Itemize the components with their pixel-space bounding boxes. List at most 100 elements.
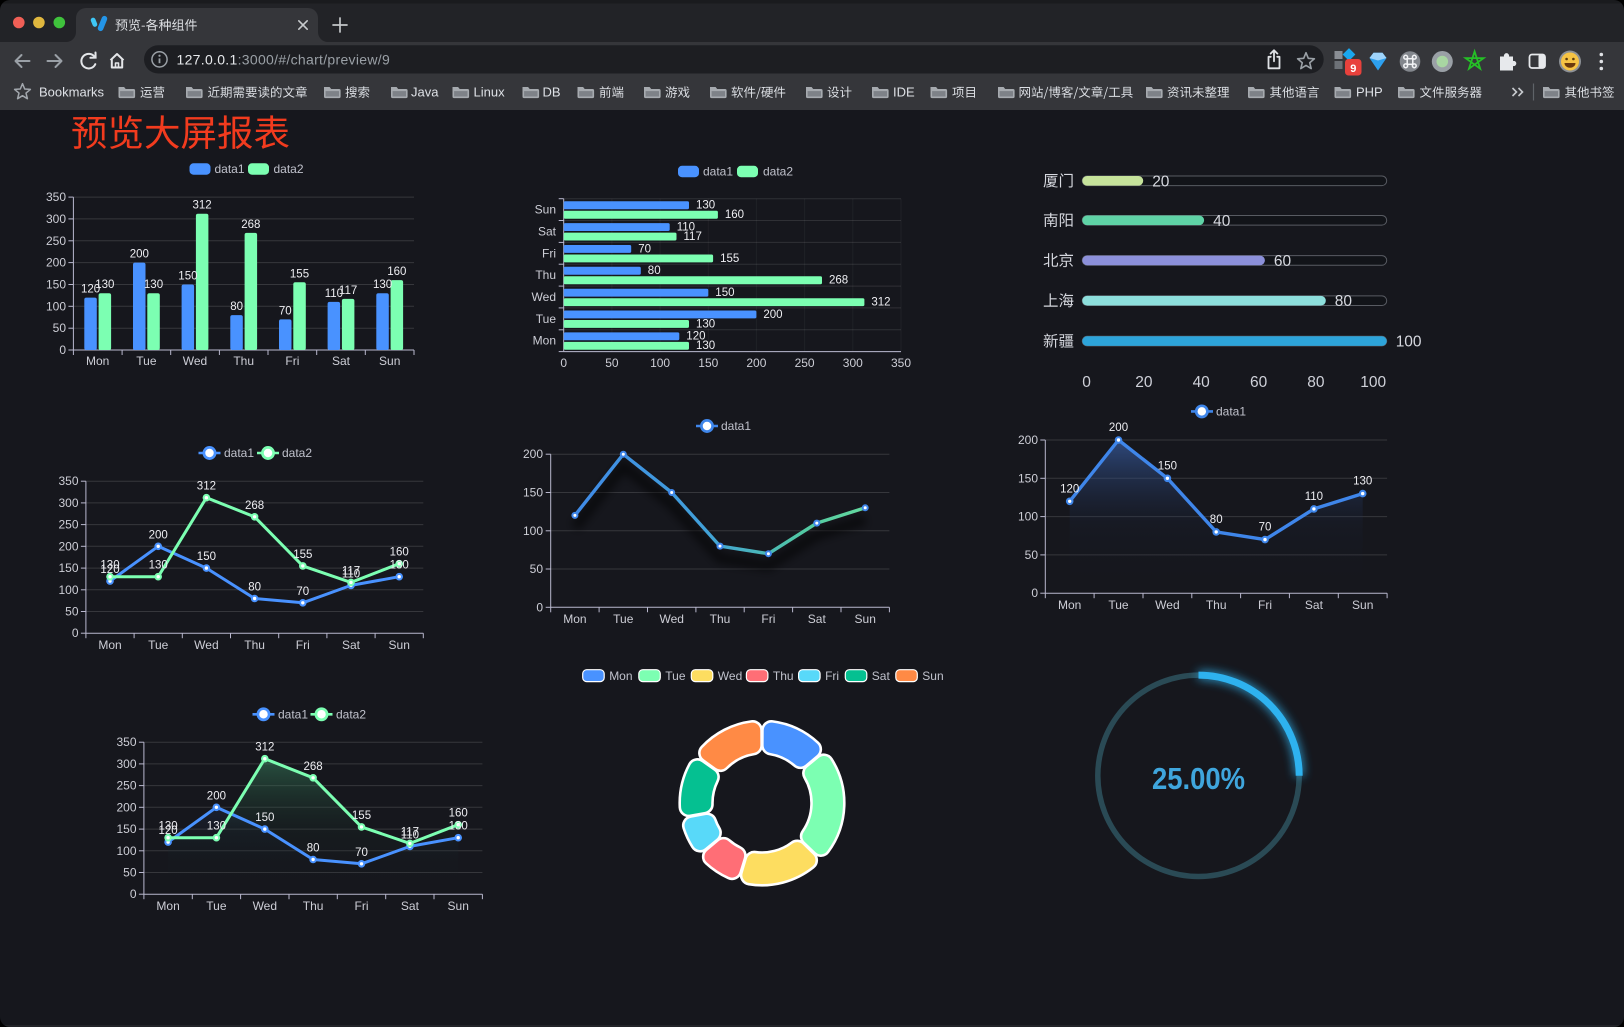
svg-text:Wed: Wed (183, 354, 207, 368)
svg-text:160: 160 (449, 808, 468, 820)
svg-text:0: 0 (130, 887, 137, 901)
svg-text:100: 100 (46, 299, 66, 313)
svg-text:155: 155 (352, 810, 371, 822)
svg-text:300: 300 (843, 356, 863, 370)
svg-text:312: 312 (871, 297, 890, 309)
svg-text:250: 250 (116, 779, 136, 793)
svg-text:150: 150 (715, 287, 734, 299)
svg-text:312: 312 (197, 481, 216, 493)
svg-text:80: 80 (1335, 293, 1353, 310)
svg-text:155: 155 (290, 268, 309, 280)
svg-text:Sun: Sun (379, 354, 400, 368)
svg-text:150: 150 (1158, 460, 1177, 472)
svg-text:120: 120 (81, 284, 100, 296)
svg-text:160: 160 (725, 209, 744, 221)
svg-text:200: 200 (763, 309, 782, 321)
svg-text:data1: data1 (278, 708, 308, 722)
svg-text:data2: data2 (274, 162, 304, 176)
svg-text:0: 0 (72, 626, 79, 640)
svg-text:200: 200 (130, 249, 149, 261)
svg-text:150: 150 (197, 551, 216, 563)
svg-text:350: 350 (891, 356, 911, 370)
svg-text:100: 100 (116, 844, 136, 858)
svg-text:Thu: Thu (1206, 598, 1227, 612)
svg-text:Tue: Tue (136, 354, 157, 368)
svg-text:160: 160 (390, 547, 409, 559)
svg-text:Mon: Mon (563, 612, 586, 626)
svg-text:Bookmarks: Bookmarks (39, 85, 105, 100)
svg-text:130: 130 (149, 560, 168, 572)
svg-text:data1: data1 (224, 446, 254, 460)
svg-text:130: 130 (100, 560, 119, 572)
svg-text:Fri: Fri (296, 638, 310, 652)
svg-text:60: 60 (1274, 253, 1292, 270)
svg-text:Fri: Fri (825, 669, 839, 683)
svg-text:130: 130 (95, 279, 114, 291)
svg-text:Fri: Fri (1258, 598, 1272, 612)
svg-text:117: 117 (401, 826, 419, 838)
svg-text:Mon: Mon (533, 334, 556, 348)
svg-text:80: 80 (248, 582, 261, 594)
svg-text:200: 200 (207, 790, 226, 802)
svg-text:80: 80 (230, 301, 243, 313)
svg-text:250: 250 (46, 234, 66, 248)
svg-text:0: 0 (560, 356, 567, 370)
svg-text:70: 70 (296, 586, 309, 598)
svg-text:70: 70 (355, 847, 368, 859)
svg-text:150: 150 (698, 356, 718, 370)
svg-text:50: 50 (1025, 548, 1039, 562)
svg-text:0: 0 (1082, 374, 1091, 391)
svg-text:110: 110 (401, 829, 419, 841)
svg-text:20: 20 (1135, 374, 1153, 391)
svg-text:130: 130 (159, 821, 178, 833)
svg-text:data2: data2 (336, 708, 366, 722)
svg-text:130: 130 (696, 318, 715, 330)
svg-text:117: 117 (339, 285, 357, 297)
svg-text:130: 130 (144, 279, 163, 291)
svg-text:150: 150 (1018, 471, 1038, 485)
svg-text:50: 50 (53, 321, 67, 335)
svg-text:130: 130 (449, 821, 468, 833)
svg-text:Wed: Wed (659, 612, 683, 626)
svg-text:data1: data1 (1216, 405, 1246, 419)
svg-text:100: 100 (650, 356, 670, 370)
svg-text:Sun: Sun (855, 612, 876, 626)
svg-text:120: 120 (686, 331, 705, 343)
svg-text:Java: Java (411, 85, 439, 100)
svg-text:50: 50 (123, 866, 137, 880)
svg-text:350: 350 (58, 474, 78, 488)
svg-text:155: 155 (293, 549, 312, 561)
svg-text:Sat: Sat (1305, 598, 1324, 612)
svg-text:50: 50 (65, 605, 79, 619)
svg-text:Sun: Sun (389, 638, 410, 652)
svg-text:Wed: Wed (253, 899, 277, 913)
svg-text:130: 130 (207, 821, 226, 833)
svg-text:300: 300 (58, 496, 78, 510)
svg-text:Fri: Fri (285, 354, 299, 368)
svg-text:350: 350 (46, 190, 66, 204)
svg-text:70: 70 (279, 305, 292, 317)
svg-text:200: 200 (58, 539, 78, 553)
svg-text:data1: data1 (215, 162, 245, 176)
svg-text:268: 268 (241, 219, 260, 231)
svg-text:Sat: Sat (872, 669, 891, 683)
svg-text:200: 200 (1018, 433, 1038, 447)
svg-text:300: 300 (46, 212, 66, 226)
svg-text:Sat: Sat (538, 225, 557, 239)
svg-text:IDE: IDE (893, 85, 915, 100)
svg-text:Fri: Fri (355, 899, 369, 913)
svg-text:0: 0 (536, 600, 543, 614)
svg-text:268: 268 (245, 500, 264, 512)
svg-text:Wed: Wed (532, 290, 556, 304)
svg-text:150: 150 (46, 278, 66, 292)
svg-text:200: 200 (1109, 422, 1128, 434)
svg-text:Tue: Tue (206, 899, 227, 913)
svg-text:Thu: Thu (244, 638, 265, 652)
svg-text:Mon: Mon (1058, 598, 1081, 612)
svg-text:150: 150 (116, 822, 136, 836)
svg-text:110: 110 (1305, 491, 1323, 503)
svg-text:Mon: Mon (86, 354, 109, 368)
svg-text:130: 130 (373, 279, 392, 291)
svg-text:250: 250 (58, 518, 78, 532)
svg-text:150: 150 (523, 486, 543, 500)
